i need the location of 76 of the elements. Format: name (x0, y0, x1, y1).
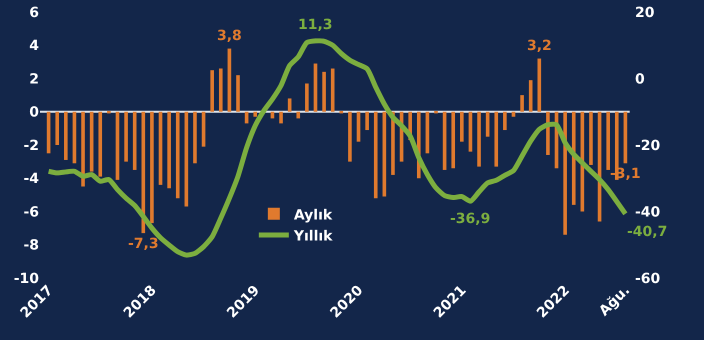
bar (330, 68, 334, 112)
bar (228, 48, 232, 112)
bar (167, 112, 171, 188)
bar (124, 112, 128, 162)
bar (46, 112, 50, 154)
legend-label: Aylık (294, 207, 333, 224)
y-tick-label: 6 (29, 4, 39, 21)
y2-tick-label: 0 (635, 71, 645, 88)
data-label: 3,2 (527, 38, 552, 54)
y2-tick-label: 20 (635, 4, 655, 21)
bar (365, 112, 369, 130)
bar (442, 112, 446, 170)
bar (184, 112, 188, 207)
y-tick-label: 4 (29, 38, 40, 54)
y-tick-label: -10 (14, 270, 40, 287)
bar (158, 112, 162, 185)
bar (606, 112, 610, 170)
bar (382, 112, 386, 197)
bar (288, 98, 292, 112)
bar (314, 64, 318, 112)
bar (210, 70, 214, 112)
bar (468, 112, 472, 152)
bar (176, 112, 180, 198)
bar (270, 112, 274, 118)
bar (520, 95, 524, 112)
y-tick-label: -8 (23, 238, 39, 254)
bar (98, 112, 102, 177)
bar (244, 112, 248, 124)
bar (116, 112, 120, 180)
bar (279, 112, 283, 124)
bar (486, 112, 490, 137)
bar (451, 112, 456, 168)
bar (624, 112, 628, 164)
bar (356, 112, 360, 142)
bar (142, 112, 146, 234)
bar (426, 112, 430, 154)
data-label: 3,8 (217, 28, 242, 44)
data-label: -7,3 (128, 236, 159, 252)
bar (218, 68, 223, 112)
bar (202, 112, 206, 147)
bar (348, 112, 352, 162)
y-tick-label: 2 (29, 71, 39, 88)
y2-tick-label: -20 (635, 138, 661, 154)
bar (64, 112, 68, 160)
bar (580, 112, 584, 212)
bar (494, 112, 498, 167)
bar (538, 58, 542, 112)
bar (132, 112, 136, 170)
bar (72, 112, 76, 164)
data-label: -40,7 (627, 224, 668, 240)
bar (81, 112, 85, 187)
bar (322, 72, 326, 112)
bar (460, 112, 464, 142)
bar (528, 80, 532, 112)
y-tick-label: -4 (23, 171, 40, 188)
bar (589, 112, 593, 165)
bar (236, 75, 240, 112)
data-label: 11,3 (298, 17, 333, 33)
bar (305, 83, 309, 112)
legend-label: Yıllık (292, 228, 334, 244)
bar (374, 112, 378, 198)
bar (296, 112, 300, 118)
bar (598, 112, 602, 222)
bar (193, 112, 197, 164)
y-tick-label: -6 (23, 204, 39, 220)
bar (477, 112, 481, 167)
bar (90, 112, 94, 172)
bar (55, 112, 60, 145)
y2-tick-label: -40 (635, 204, 661, 220)
bar (503, 112, 507, 130)
y2-tick-label: -60 (635, 270, 661, 287)
bar (512, 112, 516, 117)
data-label: -36,9 (450, 211, 490, 227)
bar (150, 112, 154, 224)
y-tick-label: 0 (29, 104, 40, 121)
y-tick-label: -2 (23, 138, 39, 154)
